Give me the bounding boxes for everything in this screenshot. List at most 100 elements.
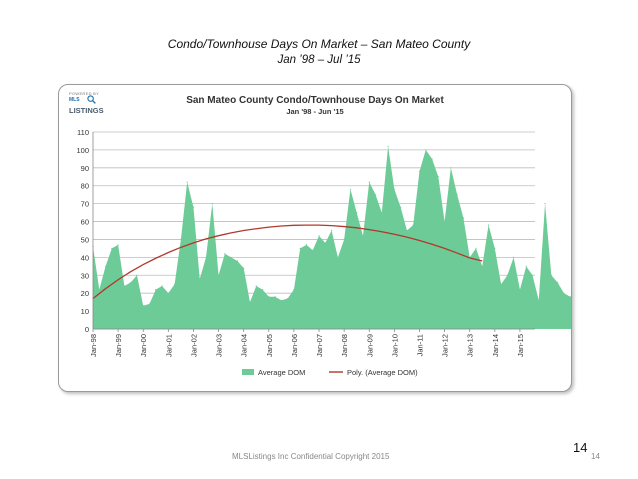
data-point bbox=[557, 281, 559, 284]
data-point bbox=[268, 296, 270, 298]
y-tick-label: 0 bbox=[85, 325, 89, 334]
data-point bbox=[249, 301, 251, 303]
x-tick-label: Jan-14 bbox=[491, 334, 500, 357]
y-tick-label: 90 bbox=[81, 164, 89, 173]
magnifier-icon bbox=[87, 95, 96, 104]
data-point bbox=[362, 235, 364, 237]
x-tick-label: Jan-06 bbox=[290, 334, 299, 357]
x-tick-label: Jan-08 bbox=[340, 334, 349, 357]
mlslistings-logo: POWERED BY MLS LISTINGS bbox=[69, 91, 104, 117]
logo-mls: MLS bbox=[69, 97, 80, 103]
data-point bbox=[368, 181, 370, 183]
data-point bbox=[174, 283, 176, 285]
data-point bbox=[349, 188, 352, 190]
x-tick-label: Jan-15 bbox=[516, 334, 525, 357]
data-point bbox=[431, 158, 433, 160]
chart-frame: POWERED BY MLS LISTINGS San Mateo County… bbox=[58, 84, 572, 392]
data-point bbox=[211, 203, 213, 205]
data-point bbox=[180, 238, 182, 241]
y-tick-label: 70 bbox=[81, 200, 89, 209]
data-point bbox=[456, 194, 458, 196]
data-point bbox=[111, 247, 113, 250]
data-point bbox=[148, 303, 151, 305]
x-tick-label: Jan-10 bbox=[390, 334, 399, 357]
data-point bbox=[318, 235, 320, 237]
y-tick-label: 40 bbox=[81, 253, 89, 262]
data-point bbox=[123, 285, 125, 287]
data-point bbox=[274, 296, 276, 298]
data-point bbox=[506, 274, 508, 276]
data-point bbox=[161, 285, 163, 287]
data-point bbox=[130, 281, 132, 284]
x-tick-label: Jan-11 bbox=[415, 334, 424, 356]
y-tick-label: 100 bbox=[76, 146, 89, 155]
x-tick-label: Jan-98 bbox=[89, 334, 98, 357]
data-point bbox=[519, 289, 521, 291]
data-point bbox=[538, 299, 540, 301]
logo-powered-by: POWERED BY bbox=[69, 91, 100, 96]
series-poly-trendline bbox=[92, 224, 483, 300]
page-number-small: 14 bbox=[591, 452, 600, 461]
y-tick-label: 110 bbox=[77, 128, 89, 137]
data-point bbox=[224, 253, 226, 255]
data-point bbox=[437, 176, 439, 178]
data-point bbox=[406, 229, 408, 232]
slide-title: Condo/Townhouse Days On Market – San Mat… bbox=[167, 37, 471, 51]
data-point bbox=[569, 296, 571, 298]
legend-label-poly: Poly. (Average DOM) bbox=[347, 368, 418, 377]
data-point bbox=[199, 278, 201, 280]
data-point bbox=[387, 145, 389, 147]
data-point bbox=[425, 149, 427, 151]
data-point bbox=[236, 260, 239, 262]
x-tick-label: Jan-01 bbox=[164, 334, 173, 357]
data-point bbox=[324, 242, 326, 244]
slide-subtitle: Jan ’98 – Jul ’15 bbox=[277, 54, 361, 66]
data-point bbox=[312, 249, 314, 251]
data-point bbox=[475, 247, 477, 250]
data-point bbox=[450, 167, 452, 169]
data-point bbox=[525, 265, 527, 267]
page-number-large: 14 bbox=[573, 440, 588, 455]
data-point bbox=[500, 283, 502, 285]
data-point bbox=[261, 289, 264, 291]
data-point bbox=[481, 265, 483, 267]
data-point bbox=[563, 292, 565, 294]
x-tick-label: Jan-09 bbox=[365, 334, 374, 357]
data-point bbox=[167, 292, 169, 294]
data-point bbox=[330, 229, 333, 232]
data-point bbox=[393, 188, 395, 190]
x-tick-label: Jan-07 bbox=[315, 334, 324, 357]
y-tick-label: 80 bbox=[81, 182, 89, 191]
data-point bbox=[343, 238, 345, 241]
data-point bbox=[293, 289, 295, 291]
data-point bbox=[374, 194, 377, 196]
data-point bbox=[462, 217, 465, 219]
data-point bbox=[494, 247, 496, 250]
data-point bbox=[287, 297, 289, 300]
data-point bbox=[487, 224, 490, 226]
data-point bbox=[412, 224, 414, 226]
data-point bbox=[243, 267, 245, 269]
logo-listings: LISTINGS bbox=[69, 106, 104, 115]
data-point bbox=[513, 256, 515, 258]
data-point bbox=[186, 181, 188, 183]
x-tick-label: Jan-99 bbox=[114, 334, 123, 357]
x-tick-label: Jan-00 bbox=[139, 334, 148, 357]
x-tick-label: Jan-04 bbox=[240, 334, 249, 357]
y-tick-label: 60 bbox=[81, 218, 89, 227]
data-point bbox=[98, 289, 100, 291]
data-point bbox=[418, 170, 421, 172]
data-point bbox=[400, 206, 402, 208]
series-average-dom-area bbox=[93, 146, 571, 329]
chart-plot: 0 10 20 30 40 50 60 70 80 90 100 110 Jan-98 Jan-99 Jan… bbox=[76, 128, 571, 377]
data-point bbox=[337, 256, 339, 258]
x-tick-label: Jan-03 bbox=[215, 334, 224, 357]
legend-label-average-dom: Average DOM bbox=[258, 368, 305, 377]
data-point bbox=[117, 244, 119, 246]
data-point bbox=[299, 247, 301, 250]
data-point bbox=[305, 244, 308, 246]
data-point bbox=[544, 203, 546, 205]
chart-title: San Mateo County Condo/Townhouse Days On… bbox=[186, 95, 444, 106]
average-dom-points bbox=[92, 145, 571, 307]
data-point bbox=[155, 289, 157, 291]
